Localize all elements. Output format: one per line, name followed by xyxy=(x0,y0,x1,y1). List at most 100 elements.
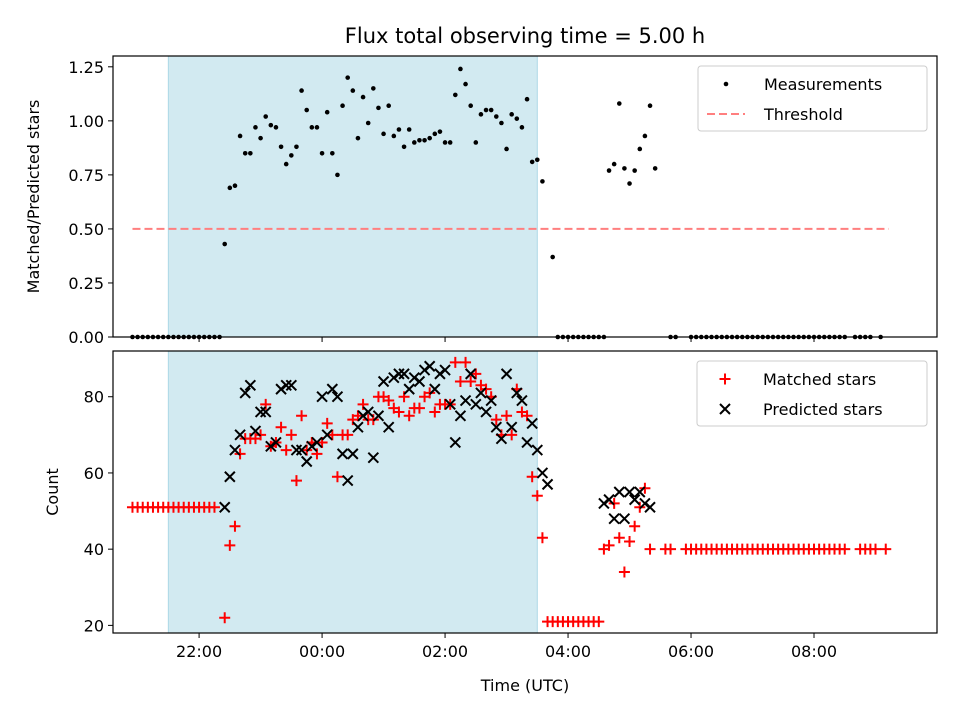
data-point xyxy=(458,66,463,72)
data-point xyxy=(253,125,258,130)
data-point xyxy=(219,501,231,513)
data-point xyxy=(295,444,308,456)
data-point xyxy=(499,120,504,126)
data-point xyxy=(365,120,371,126)
legend-marker xyxy=(723,81,729,87)
data-point xyxy=(372,410,385,422)
data-point xyxy=(229,444,241,456)
data-point xyxy=(437,129,443,134)
data-point xyxy=(417,138,422,143)
data-point xyxy=(382,421,395,433)
data-point xyxy=(406,127,412,132)
data-point xyxy=(506,429,518,441)
data-point xyxy=(531,444,544,456)
data-point xyxy=(403,383,415,395)
x-tick-label: 06:00 xyxy=(668,642,714,661)
x-tick-label: 02:00 xyxy=(422,642,468,661)
data-point xyxy=(413,402,425,414)
data-point xyxy=(219,612,231,624)
data-point xyxy=(362,406,374,418)
data-point xyxy=(268,122,274,128)
data-point xyxy=(367,451,380,464)
data-point xyxy=(453,92,458,98)
x-axis-label: Time (UTC) xyxy=(480,676,569,695)
series-predicted-stars xyxy=(219,360,656,525)
data-point xyxy=(470,368,482,380)
data-point xyxy=(413,375,426,388)
legend-marker xyxy=(719,373,731,385)
data-point xyxy=(632,168,637,173)
data-point xyxy=(468,103,473,109)
y-tick-label: 1.00 xyxy=(68,112,104,131)
y-tick-label: 20 xyxy=(84,616,104,635)
data-point xyxy=(280,444,292,456)
data-point xyxy=(642,133,648,139)
data-point xyxy=(454,375,466,387)
data-point xyxy=(514,116,520,121)
y-axis-label: Matched/Predicted stars xyxy=(24,100,43,294)
data-point xyxy=(299,88,304,93)
data-point xyxy=(647,103,653,109)
data-point xyxy=(629,520,641,532)
data-point xyxy=(478,112,484,117)
data-point xyxy=(429,406,441,418)
data-point xyxy=(314,125,320,130)
top-panel: 0.00 0.25 0.50 0.75 1.00 1.25 Matched/Predicte… xyxy=(24,55,938,347)
data-point xyxy=(429,383,441,395)
data-point xyxy=(627,181,632,186)
data-point xyxy=(593,616,605,628)
y-tick-label: 0.00 xyxy=(68,328,104,347)
data-point xyxy=(249,425,262,437)
legend-label: Matched stars xyxy=(763,370,876,389)
data-point xyxy=(442,140,448,145)
data-point xyxy=(644,501,656,513)
data-point xyxy=(283,161,289,167)
x-tick-label: 08:00 xyxy=(791,642,837,661)
data-point xyxy=(613,486,625,498)
data-point xyxy=(391,133,397,139)
y-tick-label: 1.25 xyxy=(68,58,104,77)
data-point xyxy=(289,153,294,158)
data-point xyxy=(464,368,477,380)
data-point xyxy=(511,387,523,399)
data-point xyxy=(665,543,677,555)
data-point xyxy=(386,103,391,109)
data-point xyxy=(319,150,325,156)
data-point xyxy=(644,543,656,555)
x-tick-label: 04:00 xyxy=(545,642,591,661)
data-point xyxy=(536,467,549,479)
data-point xyxy=(335,172,340,178)
data-point xyxy=(275,421,287,433)
data-point xyxy=(336,448,349,460)
y-axis-label: Count xyxy=(43,468,62,516)
data-point xyxy=(258,135,263,141)
data-point xyxy=(360,94,366,100)
data-point xyxy=(345,75,350,80)
y-tick-label: 0.75 xyxy=(68,166,104,185)
data-point xyxy=(412,140,417,145)
data-point xyxy=(550,254,555,260)
data-point xyxy=(371,86,376,91)
legend-label: Threshold xyxy=(763,105,843,124)
data-point xyxy=(422,138,427,143)
data-point xyxy=(500,368,513,380)
data-point xyxy=(316,391,328,403)
data-point xyxy=(470,398,482,411)
data-point xyxy=(331,471,343,483)
data-point xyxy=(239,387,251,399)
data-point xyxy=(340,103,345,109)
data-point xyxy=(465,375,477,387)
data-point xyxy=(603,493,615,506)
data-point xyxy=(439,364,451,376)
data-point xyxy=(396,127,402,132)
legend: Measurements Threshold xyxy=(697,65,928,132)
data-point xyxy=(637,146,643,152)
data-point xyxy=(526,417,538,430)
series-matched-stars xyxy=(126,356,892,628)
data-point xyxy=(270,436,282,449)
legend-label: Predicted stars xyxy=(763,400,883,419)
data-point xyxy=(398,368,410,380)
data-point xyxy=(294,144,299,150)
data-point xyxy=(324,109,330,115)
data-point xyxy=(447,140,453,145)
